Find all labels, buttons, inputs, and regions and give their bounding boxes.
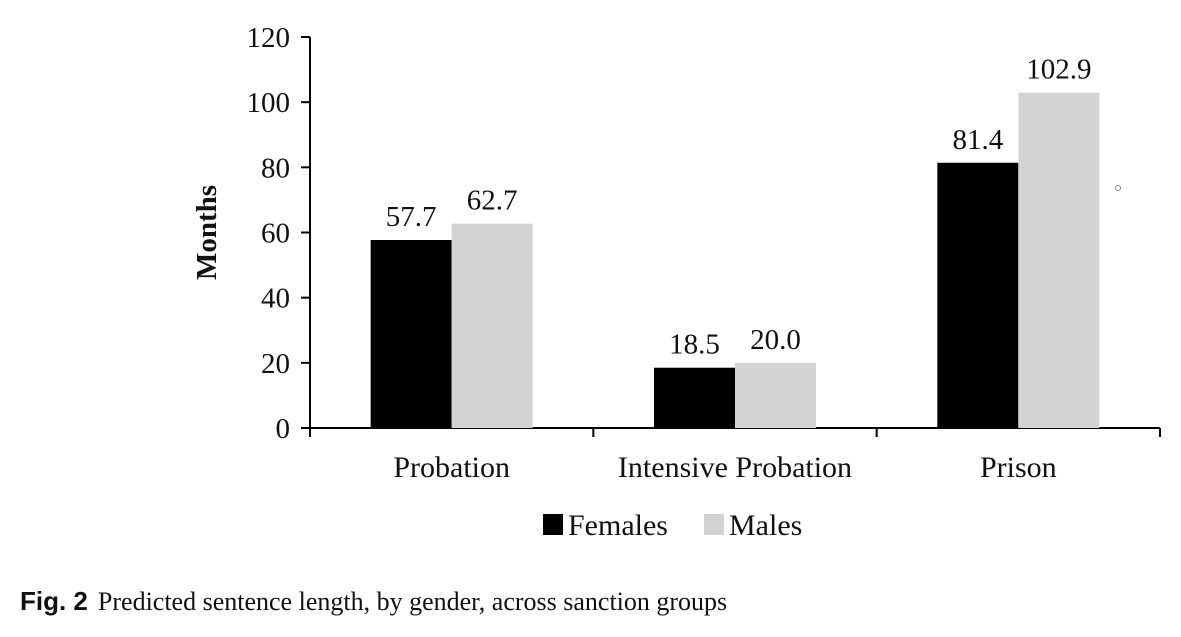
bar-chart: 0 20 40 60 80 100 120 Probation Intensive Proba… [191, 22, 1161, 542]
x-category-label: Prison [980, 451, 1057, 484]
bars: 57.7 62.7 18.5 20.0 81.4 102.9 [370, 54, 1100, 428]
data-label: 57.7 [386, 201, 437, 233]
x-axis: Probation Intensive Probation Prison [309, 427, 1161, 484]
y-axis: 0 20 40 60 80 100 120 [247, 22, 311, 445]
y-tick-label: 60 [261, 218, 290, 250]
bar-females [370, 239, 452, 428]
y-tick-label: 40 [261, 283, 290, 315]
x-category-label: Intensive Probation [618, 451, 852, 484]
figure-caption-text: Predicted sentence length, by gender, ac… [97, 587, 728, 616]
data-label: 102.9 [1026, 54, 1091, 86]
bar-males [451, 223, 533, 428]
figure-caption: Fig. 2 Predicted sentence length, by gend… [20, 586, 727, 617]
figure-label: Fig. 2 [20, 586, 88, 616]
legend-swatch-males [704, 514, 724, 535]
legend-swatch-females [543, 514, 563, 535]
data-label: 18.5 [669, 329, 720, 361]
bar-females [937, 162, 1019, 428]
y-tick-label: 0 [276, 413, 291, 445]
stray-dot-mark [1115, 185, 1121, 191]
legend-label: Females [568, 509, 668, 542]
y-tick-label: 80 [261, 152, 290, 184]
data-label: 81.4 [952, 124, 1003, 156]
y-tick-label: 100 [247, 87, 291, 119]
bar-males [1018, 92, 1100, 428]
x-category-label: Probation [393, 451, 510, 484]
bar-females [654, 367, 735, 428]
bar-males [735, 362, 816, 428]
y-tick-label: 20 [261, 348, 290, 380]
data-label: 62.7 [467, 185, 518, 217]
y-axis-title: Months [191, 185, 223, 280]
legend-label: Males [729, 509, 802, 542]
y-tick-label: 120 [247, 22, 291, 54]
data-label: 20.0 [750, 324, 801, 356]
legend: Females Males [543, 509, 802, 542]
